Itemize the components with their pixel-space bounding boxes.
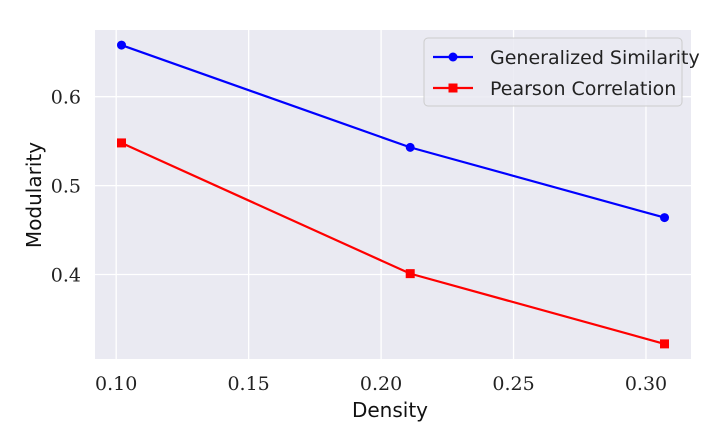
legend: Generalized Similarity Pearson Correlatio… — [423, 37, 700, 107]
x-tick-label: 0.20 — [360, 373, 402, 395]
legend-item: Generalized Similarity — [433, 47, 700, 69]
x-tick-labels: 0.10 0.15 0.20 0.25 0.30 — [95, 373, 667, 395]
y-tick-label: 0.6 — [51, 87, 81, 109]
x-axis-label: Density — [352, 398, 428, 422]
y-tick-labels: 0.4 0.5 0.6 — [51, 87, 81, 287]
square-marker — [116, 138, 126, 148]
circle-marker — [116, 40, 126, 50]
square-marker — [660, 339, 670, 349]
series-1 — [116, 138, 670, 349]
x-tick-label: 0.25 — [492, 373, 534, 395]
x-tick-label: 0.30 — [625, 373, 667, 395]
legend-label: Pearson Correlation — [490, 78, 676, 100]
circle-marker — [405, 142, 415, 152]
x-tick-label: 0.15 — [227, 373, 269, 395]
series-lines — [116, 40, 670, 349]
circle-marker — [448, 52, 458, 62]
legend-label: Generalized Similarity — [490, 47, 700, 69]
series-0 — [116, 40, 670, 223]
square-marker — [448, 83, 458, 93]
x-tick-label: 0.10 — [95, 373, 137, 395]
circle-marker — [660, 213, 670, 223]
square-marker — [405, 269, 415, 279]
legend-item: Pearson Correlation — [433, 78, 676, 100]
y-tick-label: 0.4 — [51, 265, 81, 287]
y-axis-label: Modularity — [22, 142, 46, 248]
y-tick-label: 0.5 — [51, 176, 81, 198]
legend-box — [423, 37, 683, 107]
